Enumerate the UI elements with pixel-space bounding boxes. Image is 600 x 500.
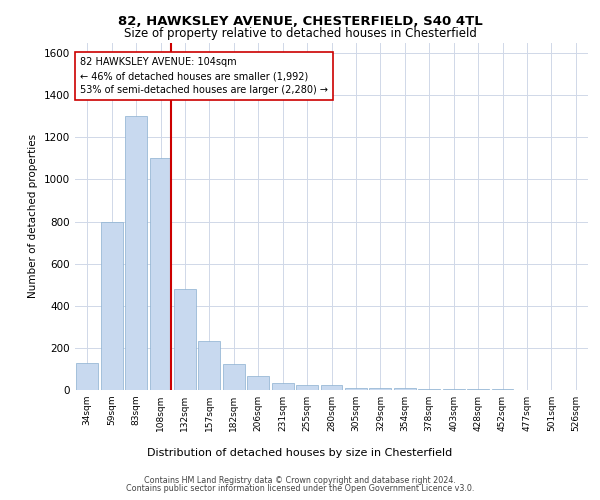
Bar [491,389,514,390]
Bar [345,388,367,390]
Bar [199,340,220,390]
Bar [296,384,318,390]
Text: Size of property relative to detached houses in Chesterfield: Size of property relative to detached ho… [124,28,476,40]
Bar [418,389,440,390]
Bar [76,362,98,390]
Bar [394,388,416,390]
Bar [174,289,196,390]
Y-axis label: Number of detached properties: Number of detached properties [28,134,38,298]
Text: Distribution of detached houses by size in Chesterfield: Distribution of detached houses by size … [148,448,452,458]
Text: Contains HM Land Registry data © Crown copyright and database right 2024.: Contains HM Land Registry data © Crown c… [144,476,456,485]
Bar [223,364,245,390]
Bar [125,116,147,390]
Text: Contains public sector information licensed under the Open Government Licence v3: Contains public sector information licen… [126,484,474,493]
Bar [247,376,269,390]
Bar [101,222,122,390]
Bar [320,384,343,390]
Text: 82 HAWKSLEY AVENUE: 104sqm
← 46% of detached houses are smaller (1,992)
53% of s: 82 HAWKSLEY AVENUE: 104sqm ← 46% of deta… [80,57,328,95]
Bar [149,158,172,390]
Bar [272,382,293,390]
Bar [443,389,464,390]
Bar [467,389,489,390]
Text: 82, HAWKSLEY AVENUE, CHESTERFIELD, S40 4TL: 82, HAWKSLEY AVENUE, CHESTERFIELD, S40 4… [118,15,482,28]
Bar [370,388,391,390]
